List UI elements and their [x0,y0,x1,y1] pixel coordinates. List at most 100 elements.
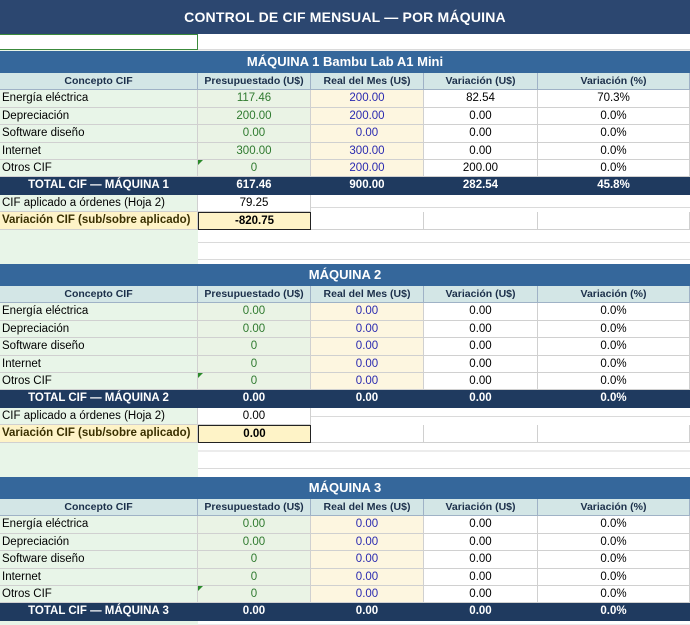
total-variation-pct-cell[interactable]: 0.0% [538,603,690,621]
concept-cell[interactable]: Software diseño [0,551,198,569]
budget-cell[interactable]: 0.00 [198,303,311,321]
budget-cell[interactable]: 0 [198,338,311,356]
concept-cell[interactable]: Depreciación [0,107,198,126]
concept-cell[interactable]: Software diseño [0,125,198,143]
applied-label[interactable]: CIF aplicado a órdenes (Hoja 2) [0,194,198,213]
column-header[interactable]: Real del Mes (U$) [311,73,424,91]
budget-cell[interactable]: 200.00 [198,107,311,126]
column-header[interactable]: Real del Mes (U$) [311,499,424,517]
total-budget-cell[interactable]: 617.46 [198,177,311,195]
concept-cell[interactable]: Internet [0,142,198,160]
column-header[interactable]: Variación (%) [538,499,690,517]
variation-pct-cell[interactable]: 0.0% [538,303,690,321]
actual-cell[interactable]: 300.00 [311,142,424,160]
total-actual-cell[interactable]: 0.00 [311,603,424,621]
concept-cell[interactable]: Energía eléctrica [0,90,198,108]
empty-cell[interactable] [424,425,538,443]
empty-cell[interactable] [538,212,690,230]
budget-cell[interactable]: 0.00 [198,516,311,534]
budget-cell[interactable]: 0 [198,568,311,586]
variation-cell[interactable]: 200.00 [424,160,538,178]
variation-cell[interactable]: 0.00 [424,586,538,604]
variation-pct-cell[interactable]: 0.0% [538,586,690,604]
variation-cell[interactable]: 0.00 [424,142,538,160]
concept-cell[interactable]: Otros CIF [0,160,198,178]
applied-value[interactable]: 79.25 [198,194,311,213]
variation-pct-cell[interactable]: 0.0% [538,125,690,143]
concept-cell[interactable]: Internet [0,355,198,373]
empty-cell[interactable] [311,425,424,443]
variation-pct-cell[interactable]: 0.0% [538,373,690,391]
variation-pct-cell[interactable]: 0.0% [538,338,690,356]
variation-pct-cell[interactable]: 0.0% [538,320,690,339]
total-variation-cell[interactable]: 0.00 [424,603,538,621]
variation-cell[interactable]: 0.00 [424,355,538,373]
variation-pct-cell[interactable]: 0.0% [538,142,690,160]
variation-pct-cell[interactable]: 0.0% [538,551,690,569]
variation-cell[interactable]: 0.00 [424,568,538,586]
column-header[interactable]: Concepto CIF [0,73,198,91]
column-header[interactable]: Variación (U$) [424,73,538,91]
empty-cell[interactable] [311,212,424,230]
variation-cell[interactable]: 0.00 [424,338,538,356]
total-label[interactable]: TOTAL CIF — MÁQUINA 2 [0,390,198,408]
selected-cell[interactable] [0,34,198,50]
column-header[interactable]: Variación (%) [538,73,690,91]
column-header[interactable]: Presupuestado (U$) [198,286,311,304]
variation-pct-cell[interactable]: 0.0% [538,533,690,552]
actual-cell[interactable]: 200.00 [311,90,424,108]
actual-cell[interactable]: 0.00 [311,320,424,339]
budget-cell[interactable]: 0 [198,551,311,569]
budget-cell[interactable]: 0.00 [198,125,311,143]
column-header[interactable]: Variación (U$) [424,499,538,517]
actual-cell[interactable]: 200.00 [311,107,424,126]
budget-cell[interactable]: 0 [198,355,311,373]
total-budget-cell[interactable]: 0.00 [198,390,311,408]
concept-cell[interactable]: Energía eléctrica [0,303,198,321]
variation-cell[interactable]: 82.54 [424,90,538,108]
budget-cell[interactable]: 117.46 [198,90,311,108]
actual-cell[interactable]: 0.00 [311,586,424,604]
actual-cell[interactable]: 0.00 [311,568,424,586]
total-actual-cell[interactable]: 0.00 [311,390,424,408]
variance-label[interactable]: Variación CIF (sub/sobre aplicado) [0,425,198,443]
variation-cell[interactable]: 0.00 [424,107,538,126]
variation-pct-cell[interactable]: 0.0% [538,107,690,126]
column-header[interactable]: Concepto CIF [0,499,198,517]
budget-cell[interactable]: 0.00 [198,320,311,339]
total-variation-cell[interactable]: 0.00 [424,390,538,408]
budget-cell[interactable]: 0 [198,373,311,391]
variation-pct-cell[interactable]: 0.0% [538,355,690,373]
total-budget-cell[interactable]: 0.00 [198,603,311,621]
variation-pct-cell[interactable]: 70.3% [538,90,690,108]
variation-pct-cell[interactable]: 0.0% [538,160,690,178]
variance-value[interactable]: 0.00 [198,425,311,443]
total-label[interactable]: TOTAL CIF — MÁQUINA 3 [0,603,198,621]
applied-value[interactable]: 0.00 [198,407,311,426]
variation-cell[interactable]: 0.00 [424,320,538,339]
variation-cell[interactable]: 0.00 [424,516,538,534]
column-header[interactable]: Concepto CIF [0,286,198,304]
variation-pct-cell[interactable]: 0.0% [538,516,690,534]
column-header[interactable]: Presupuestado (U$) [198,73,311,91]
budget-cell[interactable]: 0.00 [198,533,311,552]
actual-cell[interactable]: 0.00 [311,338,424,356]
variation-cell[interactable]: 0.00 [424,373,538,391]
empty-cell[interactable] [538,425,690,443]
column-header[interactable]: Variación (%) [538,286,690,304]
actual-cell[interactable]: 0.00 [311,125,424,143]
empty-row[interactable] [198,34,690,50]
applied-label[interactable]: CIF aplicado a órdenes (Hoja 2) [0,407,198,426]
column-header[interactable]: Variación (U$) [424,286,538,304]
budget-cell[interactable]: 0 [198,160,311,178]
actual-cell[interactable]: 0.00 [311,516,424,534]
variation-cell[interactable]: 0.00 [424,533,538,552]
actual-cell[interactable]: 0.00 [311,373,424,391]
budget-cell[interactable]: 0 [198,586,311,604]
budget-cell[interactable]: 300.00 [198,142,311,160]
total-variation-pct-cell[interactable]: 45.8% [538,177,690,195]
variation-cell[interactable]: 0.00 [424,551,538,569]
concept-cell[interactable]: Internet [0,568,198,586]
total-variation-cell[interactable]: 282.54 [424,177,538,195]
variation-cell[interactable]: 0.00 [424,303,538,321]
